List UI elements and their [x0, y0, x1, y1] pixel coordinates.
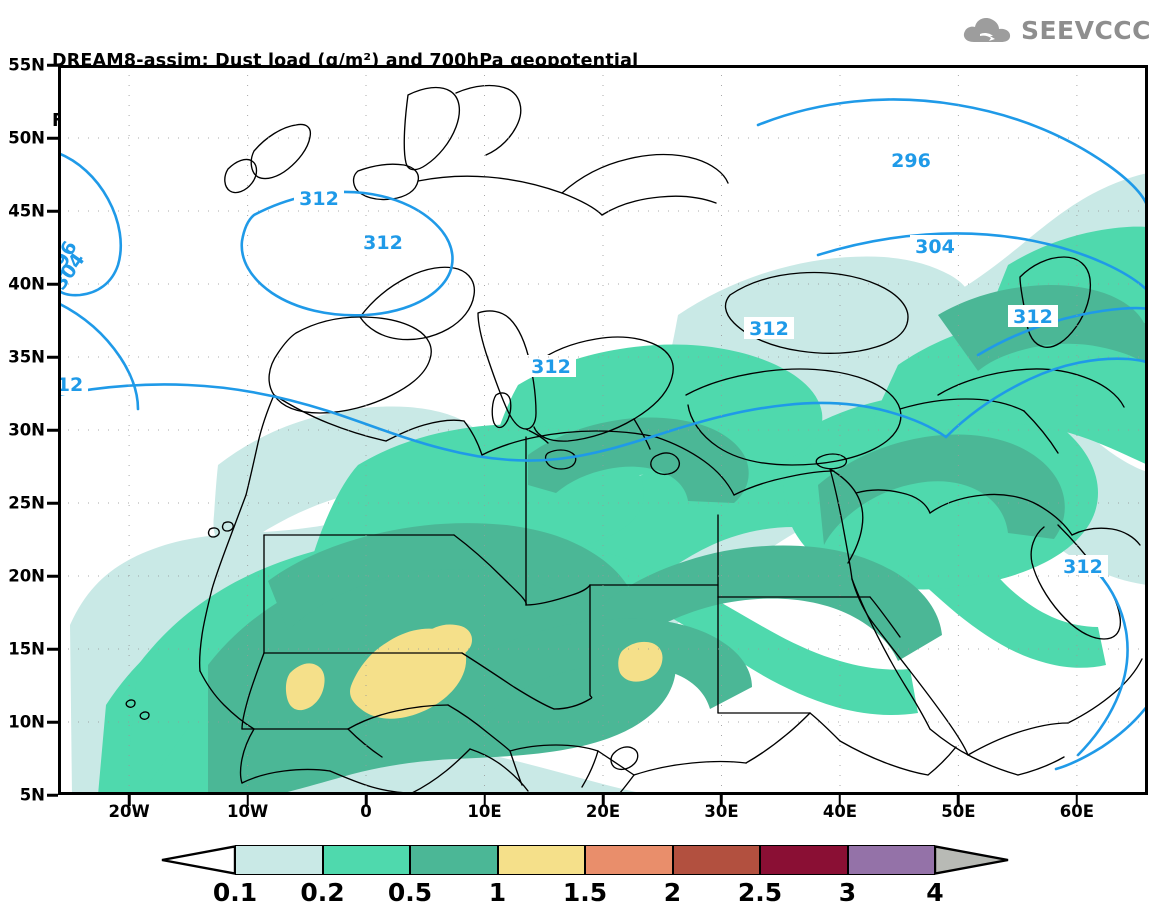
y-tick-mark: [47, 209, 58, 213]
x-tick-mark: [601, 795, 605, 806]
y-tick-label: 30N: [8, 420, 45, 440]
colorbar-tick-label: 2: [663, 878, 682, 907]
y-tick-label: 35N: [8, 347, 45, 367]
colorbar-segment: [585, 845, 673, 875]
x-tick-mark: [957, 795, 960, 806]
y-tick-label: 50N: [8, 128, 45, 148]
y-tick-label: 55N: [8, 55, 45, 75]
colorbar-segment: [847, 845, 935, 875]
y-tick-label: 5N: [19, 785, 45, 805]
colorbar: 0.1 0.2 0.5 1 1.5 2 2.5 3 4: [160, 845, 1010, 907]
y-tick-label: 45N: [8, 201, 45, 221]
y-tick-mark: [47, 63, 58, 67]
x-tick-mark: [838, 795, 842, 806]
y-tick-label: 10N: [8, 712, 45, 732]
contour-label-312-aegean: 312: [749, 318, 789, 340]
y-tick-mark: [47, 574, 58, 578]
contour-label-312-tunisia: 312: [531, 356, 571, 378]
contour-label-312-iberia: 312: [363, 232, 403, 254]
y-tick-mark: [47, 428, 58, 432]
contour-label-312-caspian: 312: [1013, 306, 1053, 328]
y-tick-mark: [47, 136, 58, 140]
logo-text: SEEVCCC: [1020, 16, 1151, 45]
y-tick-mark: [47, 282, 58, 286]
x-tick-label: 20W: [108, 802, 150, 821]
colorbar-segment: [497, 845, 585, 875]
dust-forecast-map: 296 296 304 304 312 312 312 312 12 312: [8, 56, 1148, 821]
cloud-icon: [963, 17, 1011, 42]
x-tick-label: 10E: [467, 802, 502, 821]
y-tick-mark: [47, 793, 58, 797]
y-tick-mark: [47, 501, 58, 505]
colorbar-tick-label: 1.5: [562, 878, 608, 907]
x-tick-mark: [246, 795, 249, 806]
contour-label-312-france: 312: [299, 188, 339, 210]
x-tick-label: 40E: [822, 802, 858, 821]
y-tick-mark: [47, 647, 58, 651]
contour-label-296-ne: 296: [891, 150, 931, 172]
x-tick-mark: [483, 795, 486, 806]
country-borders: [125, 84, 1143, 795]
colorbar-segment: [410, 845, 498, 875]
x-tick-label: 20E: [585, 802, 621, 821]
colorbar-tick-label: 2.5: [737, 878, 783, 907]
y-tick-mark: [47, 355, 58, 359]
y-tick-label: 15N: [8, 639, 45, 659]
colorbar-max-arrow: [933, 845, 1009, 875]
geopotential-contours: [58, 98, 1148, 771]
x-tick-mark: [364, 795, 368, 806]
y-tick-mark: [47, 720, 58, 724]
colorbar-segment: [760, 845, 848, 875]
y-tick-label: 25N: [8, 493, 45, 513]
colorbar-segment: [235, 845, 323, 875]
x-tick-label: 50E: [941, 802, 976, 821]
x-tick-label: 30E: [704, 802, 739, 821]
colorbar-tick-label: 0.2: [300, 878, 345, 907]
x-tick-mark: [127, 795, 131, 806]
x-tick-label: 10W: [226, 802, 269, 821]
seevccc-logo: SEEVCCC: [960, 14, 1151, 47]
colorbar-tick-label: 4: [926, 878, 944, 907]
x-tick-mark: [720, 795, 723, 806]
contour-labels: 296 296 304 304 312 312 312 312 12 312: [58, 149, 1108, 578]
colorbar-tick-label: 0.1: [212, 878, 258, 907]
x-tick-mark: [1075, 795, 1079, 806]
y-tick-label: 40N: [8, 274, 45, 294]
map-canvas: 296 296 304 304 312 312 312 312 12 312: [58, 65, 1148, 795]
colorbar-segment: [672, 845, 760, 875]
y-tick-label: 20N: [8, 566, 45, 586]
dust-load-maximum-bands: [285, 624, 663, 719]
x-tick-label: 0: [360, 802, 372, 821]
colorbar-tick-label: 0.5: [387, 878, 433, 907]
contour-label-312-w: 12: [58, 374, 83, 396]
contour-label-304-ne: 304: [915, 236, 955, 258]
contour-label-312-arabia: 312: [1063, 556, 1103, 578]
colorbar-segment: [322, 845, 410, 875]
x-tick-label: 60E: [1059, 802, 1095, 821]
colorbar-tick-label: 1: [488, 878, 507, 907]
colorbar-tick-label: 3: [838, 878, 857, 907]
plot-frame: [58, 65, 1148, 795]
